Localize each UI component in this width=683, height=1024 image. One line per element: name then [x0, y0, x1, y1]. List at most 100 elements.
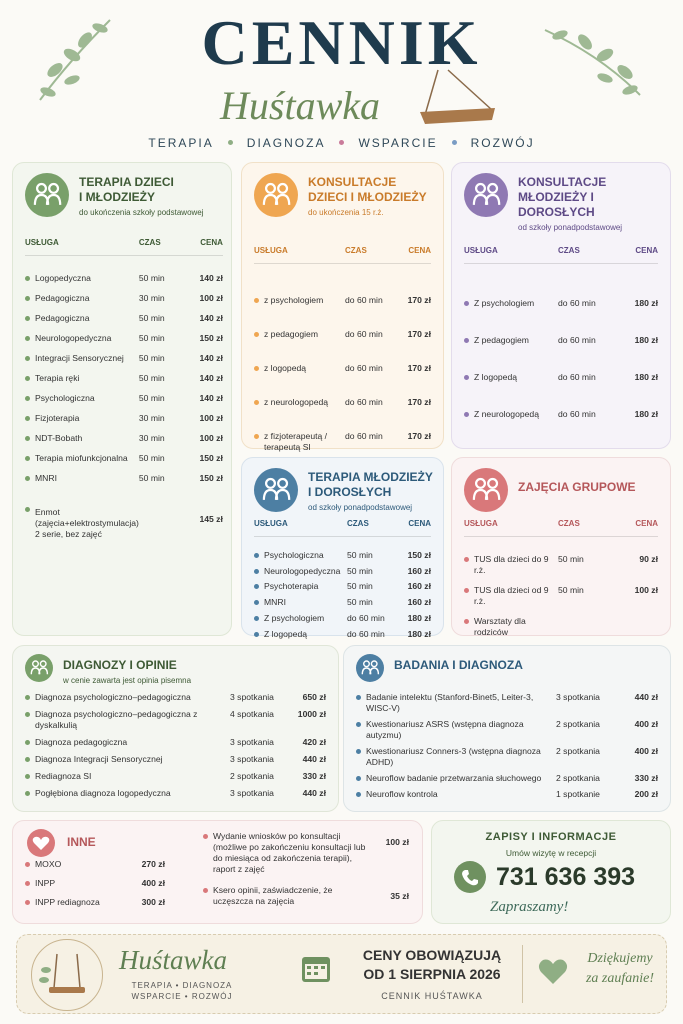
bullet [254, 552, 259, 558]
column-header: USŁUGA [25, 237, 139, 256]
price-card: TERAPIA MŁODZIEŻY I DOROSŁYCH od szkoły po… [241, 457, 444, 639]
bullet [25, 712, 30, 717]
bullet [464, 588, 469, 593]
price-card: ZAJĘCIA GRUPOWE USŁUGA CZAS CENA TUS dla dzi… [451, 457, 671, 677]
service-time: 50 min [138, 373, 165, 383]
contact-note: Zapraszamy! [490, 899, 569, 915]
service-name: MNRI [35, 473, 57, 483]
service-price: 180 zł [407, 628, 431, 639]
heart-glyph [538, 959, 568, 984]
service-time: do 60 min [558, 372, 596, 382]
price-table: USŁUGA CZAS CENA Z psychologiem do 60 min 180… [464, 245, 658, 420]
bullet [464, 412, 469, 417]
bullet [254, 568, 259, 574]
service-price: 400 zł [634, 746, 658, 756]
icon [27, 829, 55, 857]
service-name: MNRI [264, 597, 286, 608]
service-name: Warsztaty dla rodziców [474, 616, 526, 637]
service-price: 160 zł [407, 581, 431, 592]
service-time: 3 spotkania [230, 692, 274, 702]
column-header: USŁUGA [254, 245, 345, 264]
bullet [25, 336, 30, 341]
service-time: do 60 min [347, 612, 385, 623]
service-time: 50 min [558, 554, 584, 564]
service-time: 50 min [347, 565, 373, 576]
bullet [464, 557, 469, 562]
service-price: 180 zł [634, 298, 658, 308]
price-card: DIAGNOZY I OPINIE w cenie zawarta jest op… [12, 645, 339, 812]
card-title: INNE [67, 835, 96, 849]
service-price: 170 zł [407, 329, 431, 339]
service-name: z psychologiem [264, 295, 324, 305]
icon-glyph [472, 182, 501, 205]
service-time: 3 spotkania [556, 692, 600, 702]
service-time: 50 min [138, 453, 165, 463]
card-title: TERAPIA MŁODZIEŻY [308, 470, 433, 484]
card-heading: KONSULTACJE MŁODZIEŻY I DOROSŁYCH od szkoł… [518, 175, 662, 232]
bullet [254, 600, 259, 606]
service-name: Fizjoterapia [35, 413, 80, 423]
service-name: Z neurologopedą [474, 409, 539, 419]
card-title: KONSULTACJE [518, 175, 607, 189]
bullet [25, 881, 30, 886]
contact-subtitle: Umów wizytę w recepcji [505, 848, 597, 858]
service-name: Diagnoza pedagogiczna [35, 737, 128, 747]
service-price: 140 zł [199, 353, 223, 363]
bullet [25, 456, 30, 461]
column-header: CZAS [347, 518, 397, 537]
card-title: I MŁODZIEŻY [79, 190, 155, 204]
service-price: 100 zł [199, 413, 223, 423]
icon-glyph [361, 660, 380, 675]
service-time: do 60 min [558, 298, 596, 308]
service-price: 150 zł [407, 549, 431, 560]
card-title: I DOROSŁYCH [308, 485, 392, 499]
calendar-icon [299, 951, 333, 985]
service-time: 4 spotkania [230, 709, 274, 719]
tagline-item: ROZWÓJ [470, 136, 535, 150]
service-price: 180 zł [634, 409, 658, 419]
card-subtitle: do ukończenia 15 r.ż. [308, 208, 384, 217]
column-header: USŁUGA [254, 518, 347, 537]
notice-label: CENNIK HUŚTAWKA [381, 991, 483, 1001]
bullet [464, 338, 469, 343]
separator [227, 140, 233, 145]
bullet [25, 791, 30, 796]
service-price: 400 zł [634, 719, 658, 729]
column-header: CZAS [558, 245, 616, 264]
bullet [25, 757, 30, 762]
price-card: BADANIA I DIAGNOZA Badanie intelektu (Sta… [343, 645, 671, 812]
icon [254, 173, 298, 217]
brand-tagline: WSPARCIE • ROZWÓJ [131, 992, 233, 1001]
card-subtitle: od szkoły ponadpodstawowej [308, 503, 413, 512]
bullet [25, 436, 30, 441]
subtitle: Huśtawka [220, 83, 380, 128]
service-name: Diagnoza psychologiczno–pedagogiczna z d… [35, 709, 198, 730]
service-price: 420 zł [302, 737, 326, 747]
service-price: 300 zł [141, 897, 165, 907]
service-price: 170 zł [407, 431, 431, 441]
service-price: 160 zł [407, 565, 431, 576]
service-time: 50 min [558, 585, 584, 595]
service-name: z fizjoterapeutą / terapeutą SI [264, 431, 328, 452]
service-name: Psychologiczna [264, 549, 324, 560]
service-time: 50 min [138, 473, 165, 483]
service-name: z neurologopedą [264, 397, 329, 407]
bullet [464, 619, 469, 624]
column-header: USŁUGA [464, 245, 558, 264]
service-name: TUS dla dzieci od 9 r.ż. [474, 585, 549, 606]
card-subtitle: do ukończenia szkoły podstawowej [79, 208, 204, 217]
icon [464, 468, 508, 512]
service-time: 50 min [138, 313, 165, 323]
column-header: CZAS [138, 237, 183, 256]
service-name: Enmot (zajęcia+elektrostymulacja) 2 seri… [35, 507, 139, 539]
card-heading: TERAPIA DZIECI I MŁODZIEŻY do ukończenia s… [79, 175, 223, 217]
icon [356, 654, 384, 682]
card-heading: BADANIA I DIAGNOZA [394, 658, 662, 673]
card-heading: DIAGNOZY I OPINIE w cenie zawarta jest op… [63, 658, 330, 685]
price-table: Wydanie wniosków po konsultacji (możliwe… [203, 831, 409, 907]
bullet [254, 584, 259, 590]
icon-glyph [30, 660, 49, 675]
service-price: 150 zł [199, 473, 223, 483]
service-price: 170 zł [407, 363, 431, 373]
